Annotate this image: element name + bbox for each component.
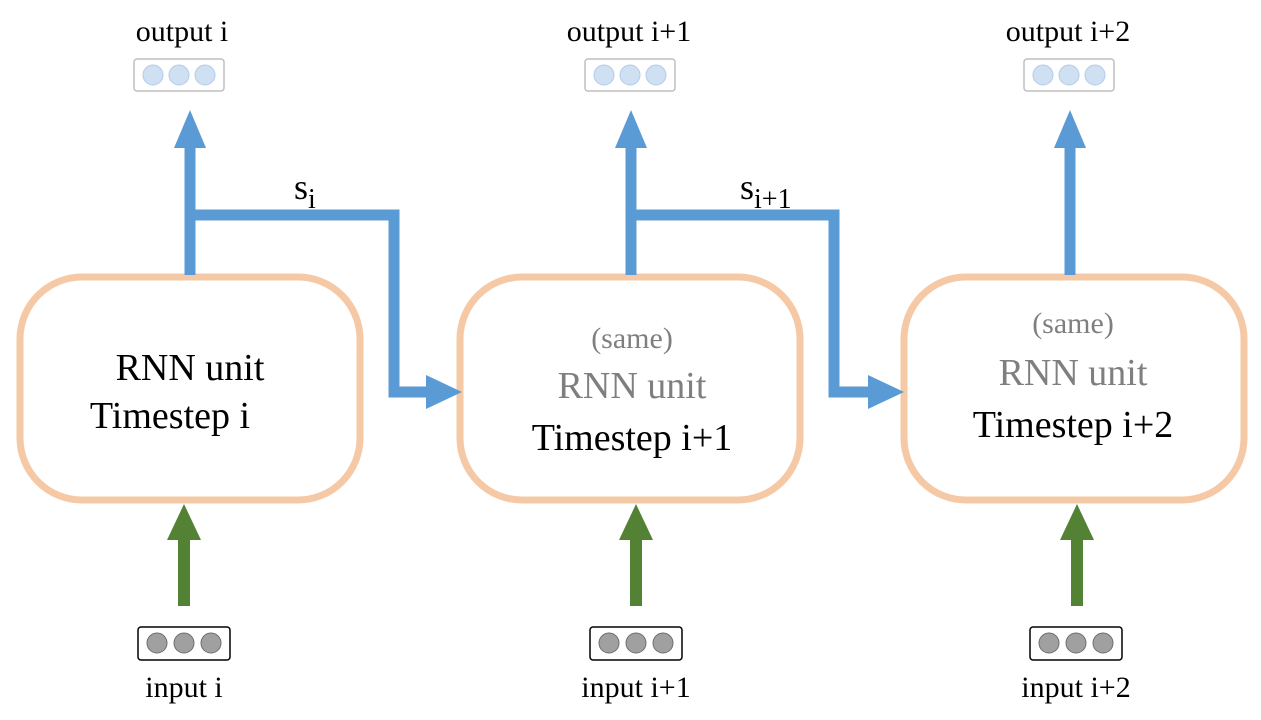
- input-vector-1: [137, 626, 231, 661]
- input-label-2: input i+1: [581, 671, 690, 704]
- state-base: s: [294, 167, 308, 207]
- arrowhead-up-icon: [1060, 504, 1094, 540]
- state-base: s: [740, 167, 754, 207]
- same-label: (same): [591, 322, 673, 355]
- state-label-1: si: [294, 167, 316, 215]
- input-arrow-2: [619, 504, 653, 606]
- state-label-2: si+1: [740, 167, 792, 215]
- output-arrow-2: [615, 110, 647, 275]
- output-label-2: output i+1: [567, 15, 691, 48]
- rnn-unit-box: [16, 273, 364, 504]
- output-label-3: output i+2: [1006, 15, 1130, 48]
- arrowhead-up-icon: [167, 504, 201, 540]
- arrowhead-right-icon: [868, 375, 904, 409]
- timestep-label: Timestep i+1: [532, 417, 733, 459]
- arrowhead-up-icon: [615, 110, 647, 148]
- state-subscript: i+1: [754, 184, 792, 215]
- output-arrow-3: [1054, 110, 1086, 275]
- input-arrow-1: [167, 504, 201, 606]
- same-label: (same): [1032, 307, 1114, 340]
- arrowhead-right-icon: [426, 375, 462, 409]
- rnn-unit-box: [900, 273, 1248, 504]
- unit-label: RNN unit: [999, 352, 1148, 394]
- timestep-label: Timestep i: [90, 395, 250, 437]
- output-vector-3: [1023, 58, 1115, 92]
- arrowhead-up-icon: [619, 504, 653, 540]
- output-arrow-1: [174, 110, 206, 275]
- input-label-1: input i: [145, 671, 223, 704]
- arrowhead-up-icon: [174, 110, 206, 148]
- rnn-unit-3: (same) RNN unit Timestep i+2: [900, 273, 1248, 504]
- state-arrow-2: [631, 209, 904, 409]
- timestep-label: Timestep i+2: [973, 404, 1174, 446]
- unit-label: RNN unit: [558, 365, 707, 407]
- rnn-unit-2: (same) RNN unit Timestep i+1: [456, 273, 804, 504]
- rnn-unit-box: [456, 273, 804, 504]
- input-vector-2: [589, 626, 683, 661]
- input-arrow-3: [1060, 504, 1094, 606]
- state-subscript: i: [308, 184, 316, 215]
- output-vector-2: [584, 58, 676, 92]
- input-label-3: input i+2: [1021, 671, 1130, 704]
- arrowhead-up-icon: [1054, 110, 1086, 148]
- input-vector-3: [1029, 626, 1123, 661]
- output-vector-1: [133, 58, 225, 92]
- state-arrow-1: [190, 209, 462, 409]
- output-label-1: output i: [136, 15, 229, 48]
- rnn-unit-1: RNN unit Timestep i: [16, 273, 364, 504]
- unit-label: RNN unit: [116, 347, 265, 389]
